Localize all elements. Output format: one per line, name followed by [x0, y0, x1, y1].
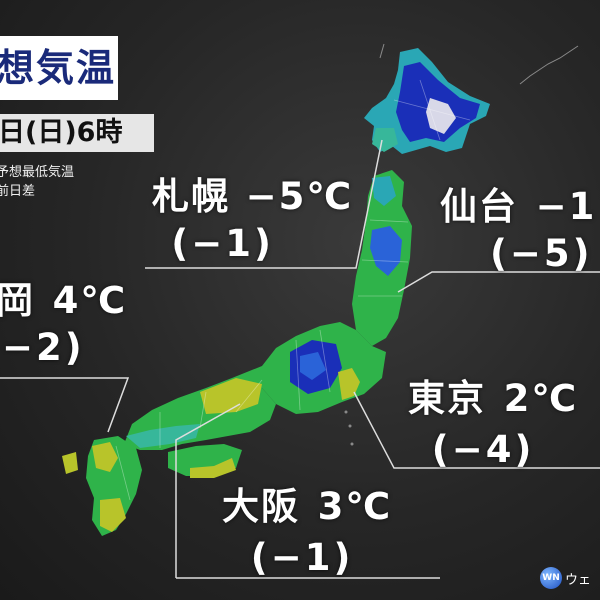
city-osaka: 大阪 3℃ (−1): [222, 476, 392, 579]
legend: 予想最低気温 前日差: [0, 163, 74, 201]
hokkaido-region: [364, 48, 490, 154]
city-fukuoka: 岡 4℃ −2): [0, 270, 127, 369]
sendai-leader: [397, 271, 600, 293]
weathernews-logo-text: ウェ: [565, 572, 592, 588]
city-diff: (−1): [250, 536, 354, 579]
weathernews-logo: WN ウェ: [540, 566, 600, 590]
tokyo-leader: [353, 391, 600, 469]
legend-diff: 前日差: [0, 184, 36, 199]
forecast-date: 日(日)6時: [0, 114, 154, 152]
city-name: 仙台: [440, 185, 518, 228]
city-temp: −1: [535, 185, 597, 228]
city-temp: 3℃: [317, 485, 393, 528]
osaka-leader-2: [175, 403, 241, 578]
city-sapporo: 札幌 −5℃ (−1): [152, 166, 353, 265]
city-name: 東京: [408, 377, 486, 420]
kyushu-region: [62, 436, 142, 536]
izu-islands: [344, 410, 354, 446]
city-name: 大阪: [222, 485, 300, 528]
northern-islands: [379, 43, 579, 85]
city-temp: −5℃: [245, 175, 354, 218]
kinki-chugoku-region: [124, 366, 276, 450]
city-sendai: 仙台 −1 (−5): [440, 176, 596, 275]
city-temp: 2℃: [503, 377, 579, 420]
fukuoka-leader: [0, 377, 130, 433]
city-tokyo: 東京 2℃ (−4): [408, 368, 578, 471]
city-diff: −2): [2, 326, 85, 369]
city-diff: (−4): [431, 428, 535, 471]
prefecture-borders: [115, 79, 471, 501]
weathernews-logo-icon: WN: [540, 567, 562, 589]
shikoku-region: [168, 444, 242, 478]
sapporo-leader: [145, 139, 383, 269]
legend-min-temp: 予想最低気温: [0, 165, 75, 180]
forecast-title: 想気温: [0, 36, 118, 100]
callout-lines: [0, 139, 600, 579]
chubu-kanto-region: [262, 322, 386, 414]
city-name: 札幌: [152, 175, 230, 218]
city-name: 岡: [0, 279, 35, 322]
city-diff: (−1): [171, 222, 274, 265]
tohoku-region: [352, 170, 412, 346]
city-diff: (−5): [490, 232, 593, 275]
city-temp: 4℃: [52, 279, 128, 322]
